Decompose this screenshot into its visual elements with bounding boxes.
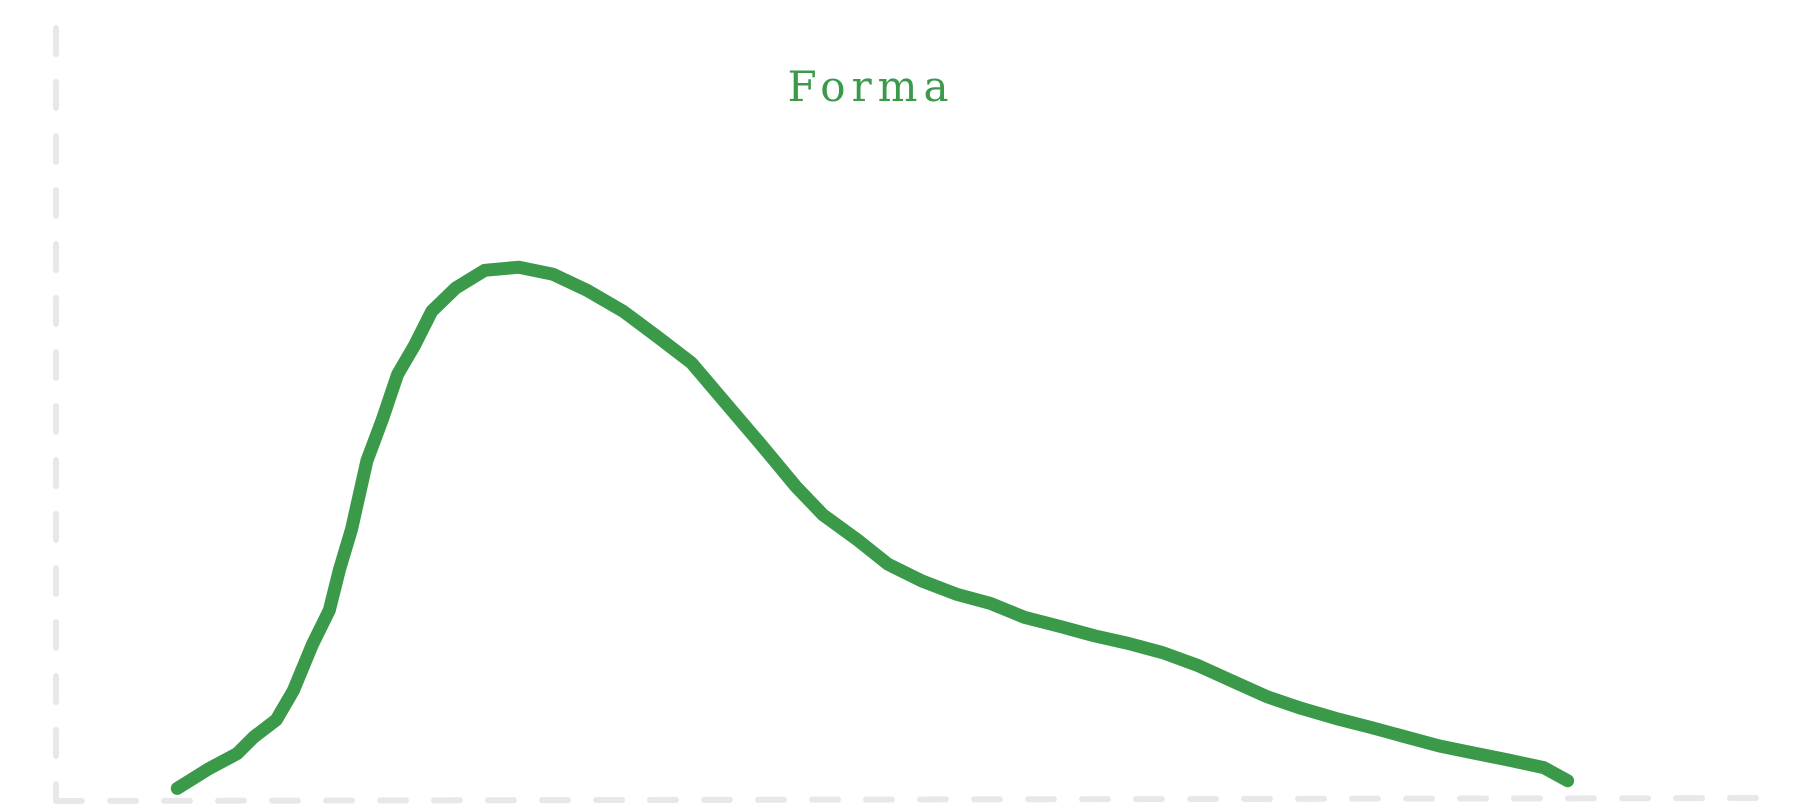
x-axis	[53, 795, 1767, 804]
chart-title: Forma	[787, 62, 954, 111]
data-line	[170, 260, 1575, 795]
